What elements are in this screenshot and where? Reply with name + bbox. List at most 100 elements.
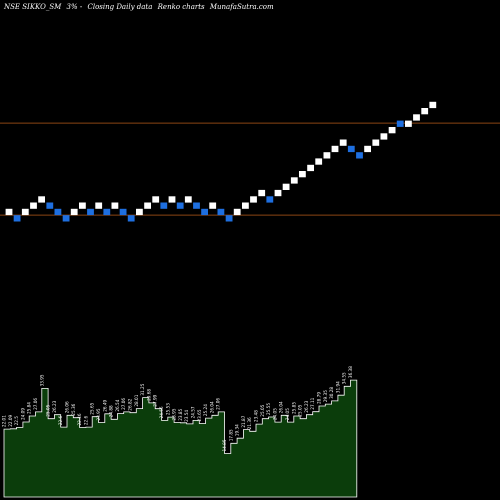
- renko-brick-25: [209, 202, 217, 209]
- renko-brick-35: [290, 177, 298, 184]
- site-text: MunafaSutra.com: [209, 3, 274, 11]
- area-data-label-50: 28.79: [317, 392, 322, 404]
- renko-brick-17: [144, 202, 151, 209]
- area-data-label-19: 27.06: [121, 398, 126, 410]
- area-data-label-54: 34.55: [342, 372, 347, 384]
- area-data-label-28: 23.85: [178, 408, 183, 420]
- renko-brick-4: [38, 196, 45, 203]
- renko-brick-39: [323, 152, 331, 159]
- area-data-label-21: 28.01: [134, 394, 139, 406]
- renko-brick-26: [217, 208, 225, 216]
- renko-brick-33: [274, 189, 282, 197]
- area-data-label-23: 29.68: [146, 389, 151, 401]
- renko-brick-5: [46, 202, 54, 209]
- renko-brick-42: [347, 145, 355, 153]
- area-data-label-20: 26.82: [128, 398, 133, 410]
- area-data-label-42: 25.55: [266, 403, 271, 415]
- area-data-label-34: 27.06: [216, 398, 221, 410]
- renko-brick-11: [95, 202, 103, 209]
- renko-brick-13: [111, 202, 119, 209]
- renko-brick-0: [5, 208, 13, 216]
- renko-brick-29: [242, 202, 249, 209]
- price-area-series: [3, 379, 358, 498]
- area-data-label-12: 22.46: [77, 413, 82, 425]
- area-data-label-17: 24.88: [109, 405, 114, 417]
- area-data-label-45: 24.05: [285, 408, 290, 420]
- renko-brick-37: [307, 164, 314, 172]
- area-data-label-40: 23.48: [254, 410, 259, 422]
- renko-brick-12: [103, 208, 111, 216]
- renko-brick-19: [160, 202, 168, 209]
- area-data-label-15: 23.95: [96, 408, 101, 420]
- renko-brick-24: [201, 208, 208, 216]
- area-data-label-39: 21.36: [247, 417, 252, 429]
- area-data-label-14: 25.65: [90, 402, 95, 414]
- renko-brick-34: [282, 183, 290, 190]
- renko-brick-22: [184, 196, 192, 203]
- renko-brick-51: [421, 108, 429, 115]
- chart-kind-text: Renko charts: [157, 3, 205, 11]
- area-data-label-0: 22.01: [2, 415, 7, 427]
- area-data-label-43: 24.05: [272, 408, 277, 420]
- renko-brick-30: [250, 196, 257, 203]
- renko-brick-31: [258, 189, 266, 197]
- renko-brick-10: [87, 208, 94, 216]
- renko-brick-21: [176, 202, 184, 209]
- area-data-label-46: 25.85: [291, 402, 296, 414]
- area-data-label-35: 14.85: [222, 439, 227, 451]
- area-data-label-51: 29.35: [323, 390, 328, 402]
- renko-brick-45: [372, 139, 380, 146]
- area-data-label-41: 25.05: [260, 404, 265, 416]
- renko-brick-18: [152, 196, 160, 203]
- area-data-label-6: 33.95: [39, 374, 44, 386]
- renko-brick-38: [315, 158, 323, 165]
- area-data-label-26: 25.53: [165, 403, 170, 415]
- area-data-label-10: 26.06: [65, 401, 70, 413]
- area-data-label-4: 25.84: [27, 402, 32, 414]
- area-data-label-18: 26.54: [115, 399, 120, 411]
- area-data-label-22: 31.25: [140, 383, 145, 395]
- mode-text: Closing Daily data: [87, 3, 153, 11]
- area-data-label-55: 36.38: [348, 366, 353, 378]
- area-data-label-38: 21.87: [241, 415, 246, 427]
- renko-brick-28: [233, 208, 241, 216]
- area-data-label-47: 25.05: [298, 404, 303, 416]
- renko-brick-1: [13, 215, 21, 222]
- area-data-label-9: 22.6: [58, 415, 63, 425]
- renko-brick-14: [119, 208, 127, 216]
- renko-brick-16: [136, 208, 143, 216]
- renko-brick-20: [168, 196, 176, 203]
- area-data-label-53: 31.94: [335, 381, 340, 393]
- area-data-label-32: 25.24: [203, 404, 208, 416]
- area-data-label-11: 25.36: [71, 403, 76, 415]
- renko-brick-15: [127, 215, 135, 222]
- renko-brick-49: [405, 120, 412, 127]
- renko-brick-41: [339, 139, 347, 146]
- renko-brick-32: [266, 196, 274, 203]
- renko-brick-36: [299, 171, 306, 178]
- area-data-label-33: 26.04: [209, 401, 214, 413]
- area-data-label-29: 23.54: [184, 410, 189, 422]
- renko-brick-9: [79, 202, 86, 209]
- area-data-label-1: 22.09: [8, 414, 13, 426]
- renko-brick-44: [364, 145, 371, 153]
- renko-brick-46: [380, 133, 388, 140]
- area-data-label-8: 26.23: [52, 400, 57, 412]
- renko-brick-40: [331, 145, 339, 153]
- renko-brick-3: [30, 202, 37, 209]
- area-data-label-30: 24.57: [191, 406, 196, 418]
- renko-brick-52: [429, 101, 437, 109]
- symbol-text: NSE SIKKO_SM: [4, 3, 62, 11]
- box-size-text: 3% -: [66, 3, 83, 11]
- renko-brick-50: [413, 114, 420, 121]
- area-data-label-49: 27.11: [310, 397, 315, 409]
- renko-brick-7: [62, 215, 70, 222]
- area-data-label-7: 25.05: [46, 404, 51, 416]
- renko-brick-48: [396, 120, 404, 127]
- area-data-label-44: 26.04: [279, 401, 284, 413]
- area-data-label-16: 26.49: [102, 399, 107, 411]
- area-data-label-3: 24.09: [20, 408, 25, 420]
- renko-brick-43: [356, 152, 363, 159]
- area-data-label-13: 22.6: [83, 415, 88, 425]
